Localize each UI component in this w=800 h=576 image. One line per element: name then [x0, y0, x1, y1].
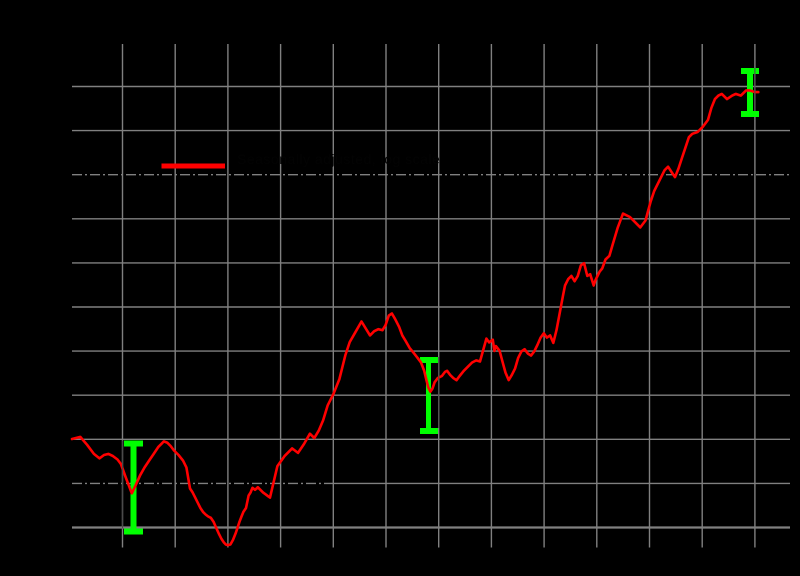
svg-text:Seasonally adjusted, log scale: Seasonally adjusted, log scale: [237, 151, 440, 167]
